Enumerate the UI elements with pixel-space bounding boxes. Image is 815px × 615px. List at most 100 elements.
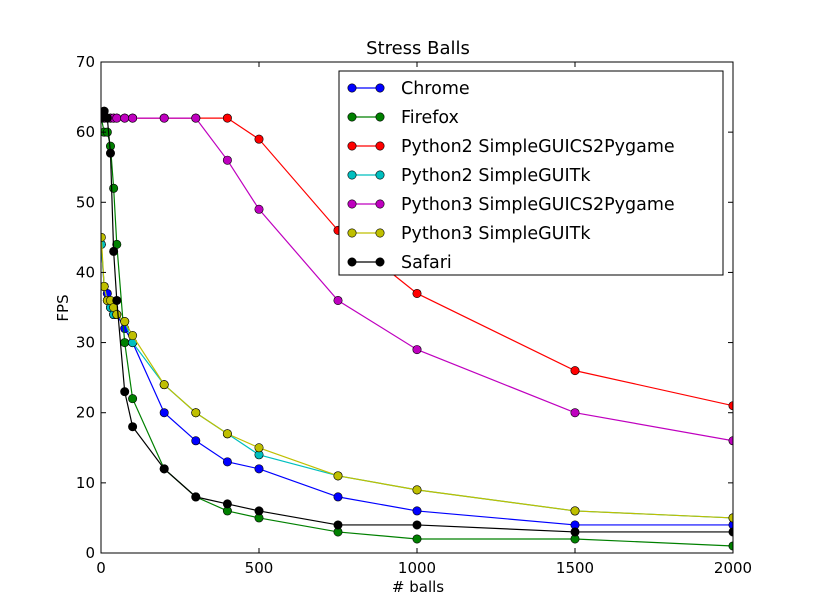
data-point bbox=[102, 113, 112, 123]
x-tick-label: 500 bbox=[245, 559, 274, 577]
data-point bbox=[109, 246, 119, 256]
y-tick-label: 60 bbox=[76, 123, 95, 141]
data-point bbox=[112, 310, 122, 320]
data-point bbox=[191, 113, 201, 123]
legend-marker bbox=[375, 112, 385, 122]
data-point bbox=[254, 204, 264, 214]
data-point bbox=[222, 499, 232, 509]
x-axis-label: # balls bbox=[392, 578, 444, 596]
series-line bbox=[101, 237, 733, 519]
legend: Chrome Firefox Python2 SimpleGUICS2Pygame P… bbox=[338, 70, 724, 276]
legend-box bbox=[338, 70, 724, 276]
legend-label: Python2 SimpleGUICS2Pygame bbox=[401, 137, 675, 157]
series-5 bbox=[101, 232, 733, 523]
series-3 bbox=[101, 239, 733, 523]
legend-marker bbox=[347, 228, 357, 238]
x-tick-label: 2000 bbox=[714, 559, 752, 577]
data-point bbox=[120, 387, 130, 397]
legend-entry: Python3 SimpleGUICS2Pygame bbox=[347, 195, 675, 215]
series-line bbox=[101, 109, 733, 533]
data-point bbox=[412, 288, 422, 298]
y-tick-label: 0 bbox=[85, 544, 95, 562]
data-point bbox=[570, 527, 580, 537]
legend-marker bbox=[347, 83, 357, 93]
data-point bbox=[159, 380, 169, 390]
data-point bbox=[159, 113, 169, 123]
data-point bbox=[254, 443, 264, 453]
data-point bbox=[109, 183, 119, 193]
legend-marker bbox=[375, 141, 385, 151]
series-layer bbox=[101, 106, 733, 551]
data-point bbox=[191, 436, 201, 446]
data-point bbox=[120, 113, 130, 123]
data-point bbox=[120, 338, 130, 348]
data-point bbox=[333, 471, 343, 481]
data-point bbox=[333, 295, 343, 305]
data-point bbox=[412, 506, 422, 516]
legend-entry: Python2 SimpleGUITk bbox=[347, 166, 591, 186]
x-tick-label: 1000 bbox=[398, 559, 436, 577]
data-point bbox=[222, 457, 232, 467]
y-tick-label: 30 bbox=[76, 334, 95, 352]
data-point bbox=[112, 295, 122, 305]
data-point bbox=[570, 506, 580, 516]
data-point bbox=[222, 155, 232, 165]
legend-label: Safari bbox=[401, 253, 452, 273]
y-axis-label: FPS bbox=[54, 294, 72, 321]
data-point bbox=[128, 331, 138, 341]
x-tick-label: 1500 bbox=[556, 559, 594, 577]
data-point bbox=[333, 492, 343, 502]
data-point bbox=[159, 464, 169, 474]
data-point bbox=[159, 408, 169, 418]
data-point bbox=[254, 134, 264, 144]
chart-title: Stress Balls bbox=[366, 38, 470, 59]
data-point bbox=[112, 113, 122, 123]
plot-area: 0 500 1000 1500 2000 0 10 20 30 40 50 60 70 bbox=[76, 53, 752, 577]
legend-label: Python2 SimpleGUITk bbox=[401, 166, 591, 186]
legend-label: Python3 SimpleGUICS2Pygame bbox=[401, 195, 675, 215]
legend-label: Python3 SimpleGUITk bbox=[401, 224, 591, 244]
legend-marker bbox=[375, 228, 385, 238]
data-point bbox=[412, 534, 422, 544]
data-point bbox=[105, 148, 115, 158]
data-point bbox=[222, 429, 232, 439]
legend-marker bbox=[347, 112, 357, 122]
legend-marker bbox=[347, 257, 357, 267]
y-tick-label: 10 bbox=[76, 474, 95, 492]
data-point bbox=[570, 408, 580, 418]
series-line bbox=[101, 244, 733, 519]
data-point bbox=[128, 394, 138, 404]
legend-entry: Safari bbox=[347, 253, 452, 273]
data-point bbox=[333, 520, 343, 530]
legend-marker bbox=[375, 199, 385, 209]
data-point bbox=[120, 317, 130, 327]
y-tick-label: 40 bbox=[76, 263, 95, 281]
legend-entry: Python3 SimpleGUITk bbox=[347, 224, 591, 244]
y-tick-label: 20 bbox=[76, 404, 95, 422]
data-point bbox=[254, 506, 264, 516]
legend-marker bbox=[347, 141, 357, 151]
data-point bbox=[412, 345, 422, 355]
data-point bbox=[128, 113, 138, 123]
data-point bbox=[191, 408, 201, 418]
legend-marker bbox=[375, 257, 385, 267]
data-point bbox=[254, 464, 264, 474]
legend-entry: Chrome bbox=[347, 79, 470, 99]
legend-label: Firefox bbox=[401, 108, 459, 128]
series-6 bbox=[101, 106, 733, 537]
y-tick-label: 50 bbox=[76, 193, 95, 211]
legend-entry: Python2 SimpleGUICS2Pygame bbox=[347, 137, 675, 157]
data-point bbox=[128, 422, 138, 432]
legend-marker bbox=[375, 83, 385, 93]
data-point bbox=[412, 485, 422, 495]
data-point bbox=[412, 520, 422, 530]
legend-marker bbox=[347, 199, 357, 209]
legend-marker bbox=[375, 170, 385, 180]
data-point bbox=[222, 113, 232, 123]
y-tick-label: 70 bbox=[76, 53, 95, 71]
data-point bbox=[191, 492, 201, 502]
legend-marker bbox=[347, 170, 357, 180]
data-point bbox=[101, 281, 109, 291]
legend-label: Chrome bbox=[401, 79, 470, 99]
